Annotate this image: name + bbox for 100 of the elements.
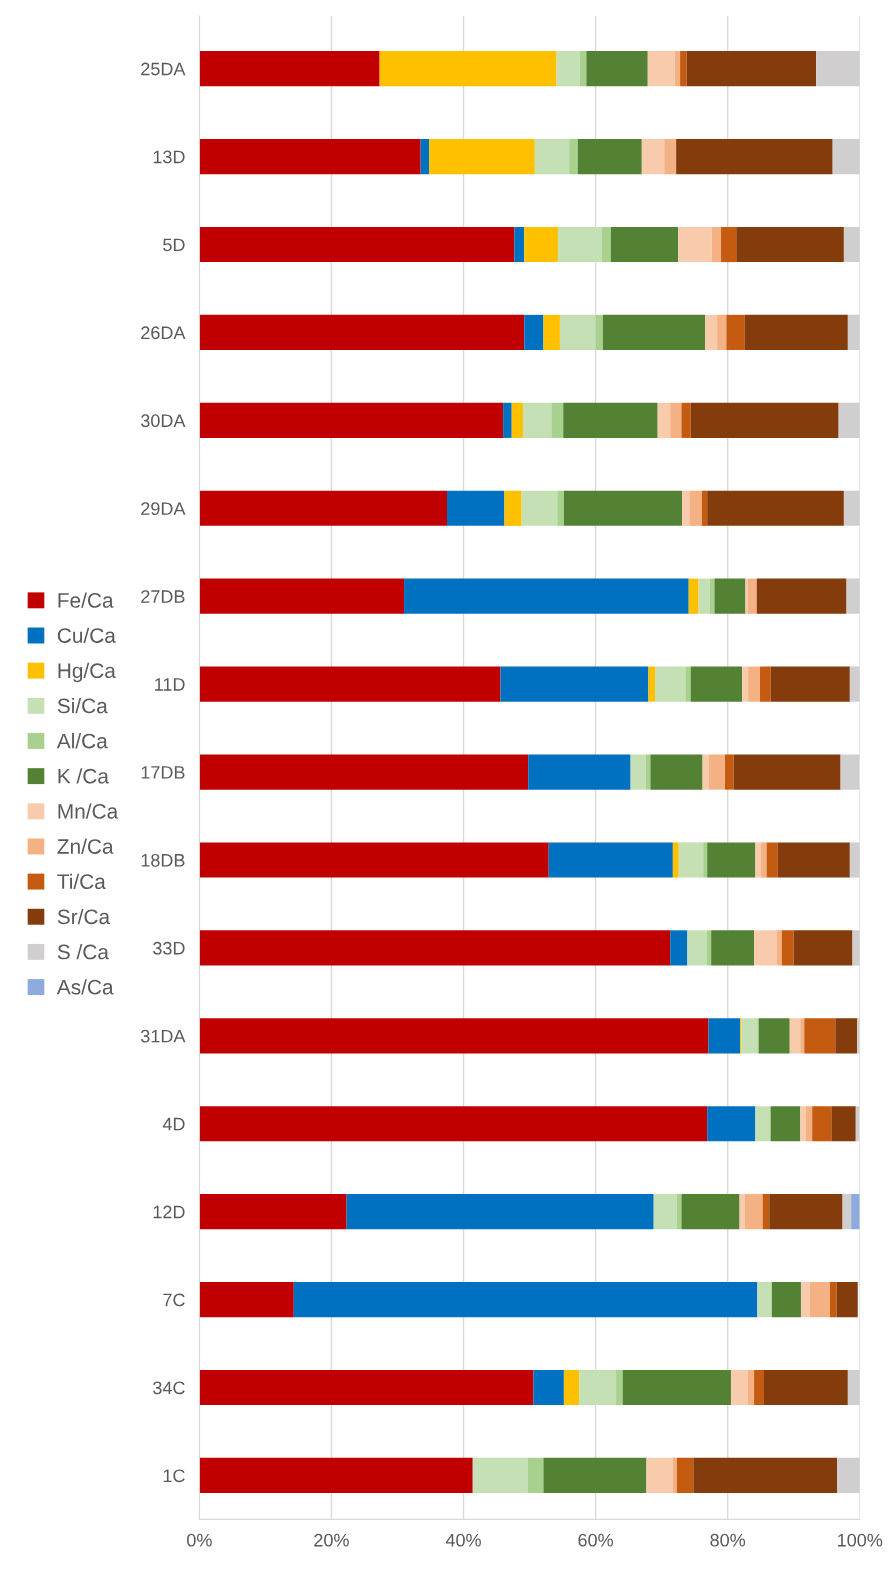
bar <box>777 842 850 878</box>
legend-label: As/Ca <box>56 979 114 995</box>
bar <box>843 490 860 526</box>
y-tick-label: 18DB <box>141 853 185 867</box>
bar <box>674 51 681 87</box>
bar <box>548 842 673 878</box>
bar <box>708 754 726 790</box>
bar <box>514 226 525 263</box>
bar <box>199 1457 473 1494</box>
y-tick-label: 4D <box>162 1117 185 1131</box>
bar <box>847 314 860 351</box>
bar <box>577 139 642 175</box>
bar <box>741 1018 758 1054</box>
y-tick-label: 26DA <box>141 326 186 340</box>
bar <box>646 1457 673 1494</box>
bar <box>840 754 860 790</box>
bar <box>846 578 860 614</box>
bar <box>763 1369 848 1406</box>
bar <box>690 402 839 438</box>
bar <box>622 1369 731 1406</box>
bar <box>650 754 703 790</box>
legend-label: S /Ca <box>57 944 109 960</box>
bar <box>742 666 749 702</box>
bar <box>747 578 757 614</box>
x-tick-label: 20% <box>314 1533 349 1547</box>
bar <box>670 930 688 966</box>
bar <box>781 930 794 966</box>
bar <box>832 139 860 175</box>
bar <box>711 226 722 263</box>
bar <box>776 930 782 966</box>
bar <box>503 402 512 438</box>
bar <box>543 1457 647 1494</box>
bar <box>293 1282 758 1318</box>
bar <box>534 139 570 175</box>
bar <box>602 314 706 351</box>
legend-label: Al/Ca <box>56 733 108 749</box>
bar <box>816 51 860 87</box>
bar <box>725 754 734 790</box>
bar <box>721 226 737 263</box>
bar <box>701 490 708 526</box>
bar <box>754 1369 764 1406</box>
bar <box>504 490 522 526</box>
bar <box>199 1018 709 1054</box>
bar <box>559 314 596 351</box>
bar <box>672 1457 677 1494</box>
x-tick-label: 100% <box>838 1533 883 1547</box>
bar <box>657 402 671 438</box>
bar <box>849 842 860 878</box>
bar <box>670 402 682 438</box>
bar <box>616 1369 623 1406</box>
y-tick-label: 33D <box>153 941 185 955</box>
bar <box>199 754 529 790</box>
bar <box>733 754 841 790</box>
bar <box>579 51 587 87</box>
bar <box>800 1106 806 1142</box>
bar <box>836 1282 858 1318</box>
legend-label: Mn/Ca <box>58 803 119 819</box>
bar <box>681 402 691 438</box>
legend-label: Fe/Ca <box>58 592 114 608</box>
bar <box>804 1018 836 1054</box>
bar <box>664 139 677 175</box>
bar <box>199 1369 534 1406</box>
bar <box>199 51 380 87</box>
bar <box>687 930 707 966</box>
bar <box>707 490 844 526</box>
y-tick-label: 12D <box>153 1205 185 1219</box>
bar <box>831 1106 856 1142</box>
bar <box>563 1369 580 1406</box>
bar <box>199 226 515 263</box>
bar <box>199 842 549 878</box>
bar <box>707 842 756 878</box>
y-tick-label: 30DA <box>141 414 186 428</box>
bar <box>744 314 848 351</box>
bar <box>521 490 558 526</box>
bar <box>698 578 710 614</box>
bar <box>714 578 746 614</box>
bar <box>641 139 665 175</box>
bar <box>199 930 671 966</box>
bar <box>756 578 847 614</box>
bar <box>676 1457 694 1494</box>
bar <box>610 226 679 263</box>
legend-label: Hg/Ca <box>58 662 116 683</box>
bar <box>702 754 709 790</box>
x-tick-label: 60% <box>578 1533 614 1547</box>
bar <box>770 666 850 702</box>
bar <box>852 930 860 966</box>
bar <box>688 578 699 614</box>
bar <box>543 314 560 351</box>
bar <box>689 490 702 526</box>
bar <box>420 139 430 175</box>
bar <box>524 226 558 263</box>
bar <box>758 1018 790 1054</box>
bar <box>755 1106 771 1142</box>
y-tick-label: 11D <box>155 678 185 691</box>
bar <box>838 402 860 438</box>
bar <box>601 226 611 263</box>
x-tick-label: 80% <box>710 1533 746 1547</box>
bar <box>595 314 603 351</box>
y-tick-label: 29DA <box>141 502 186 515</box>
y-tick-label: 5D <box>163 238 185 252</box>
